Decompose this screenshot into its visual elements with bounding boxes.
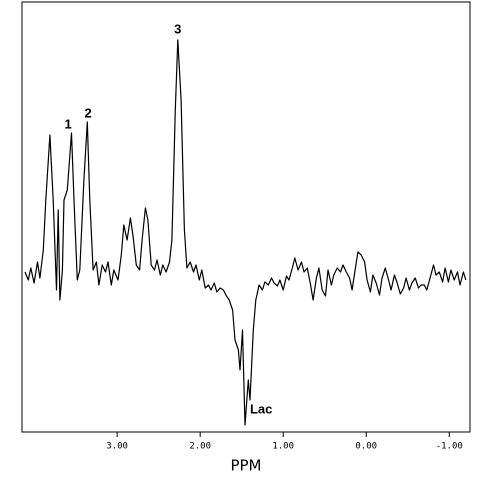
x-tick-label: 1.00 xyxy=(272,442,294,452)
annotation: Lac xyxy=(250,401,272,416)
x-tick-label: 2.00 xyxy=(189,442,211,452)
annotation: 3 xyxy=(174,21,181,36)
x-tick-label: 0.00 xyxy=(355,442,377,452)
x-tick-label: -1.00 xyxy=(436,442,463,452)
x-tick-label: 3.00 xyxy=(106,442,128,452)
x-axis-label: PPM xyxy=(230,457,261,475)
frame xyxy=(21,1,471,433)
annotation: 1 xyxy=(65,116,72,131)
annotation: 2 xyxy=(84,105,91,120)
spectrum-line xyxy=(24,39,467,426)
